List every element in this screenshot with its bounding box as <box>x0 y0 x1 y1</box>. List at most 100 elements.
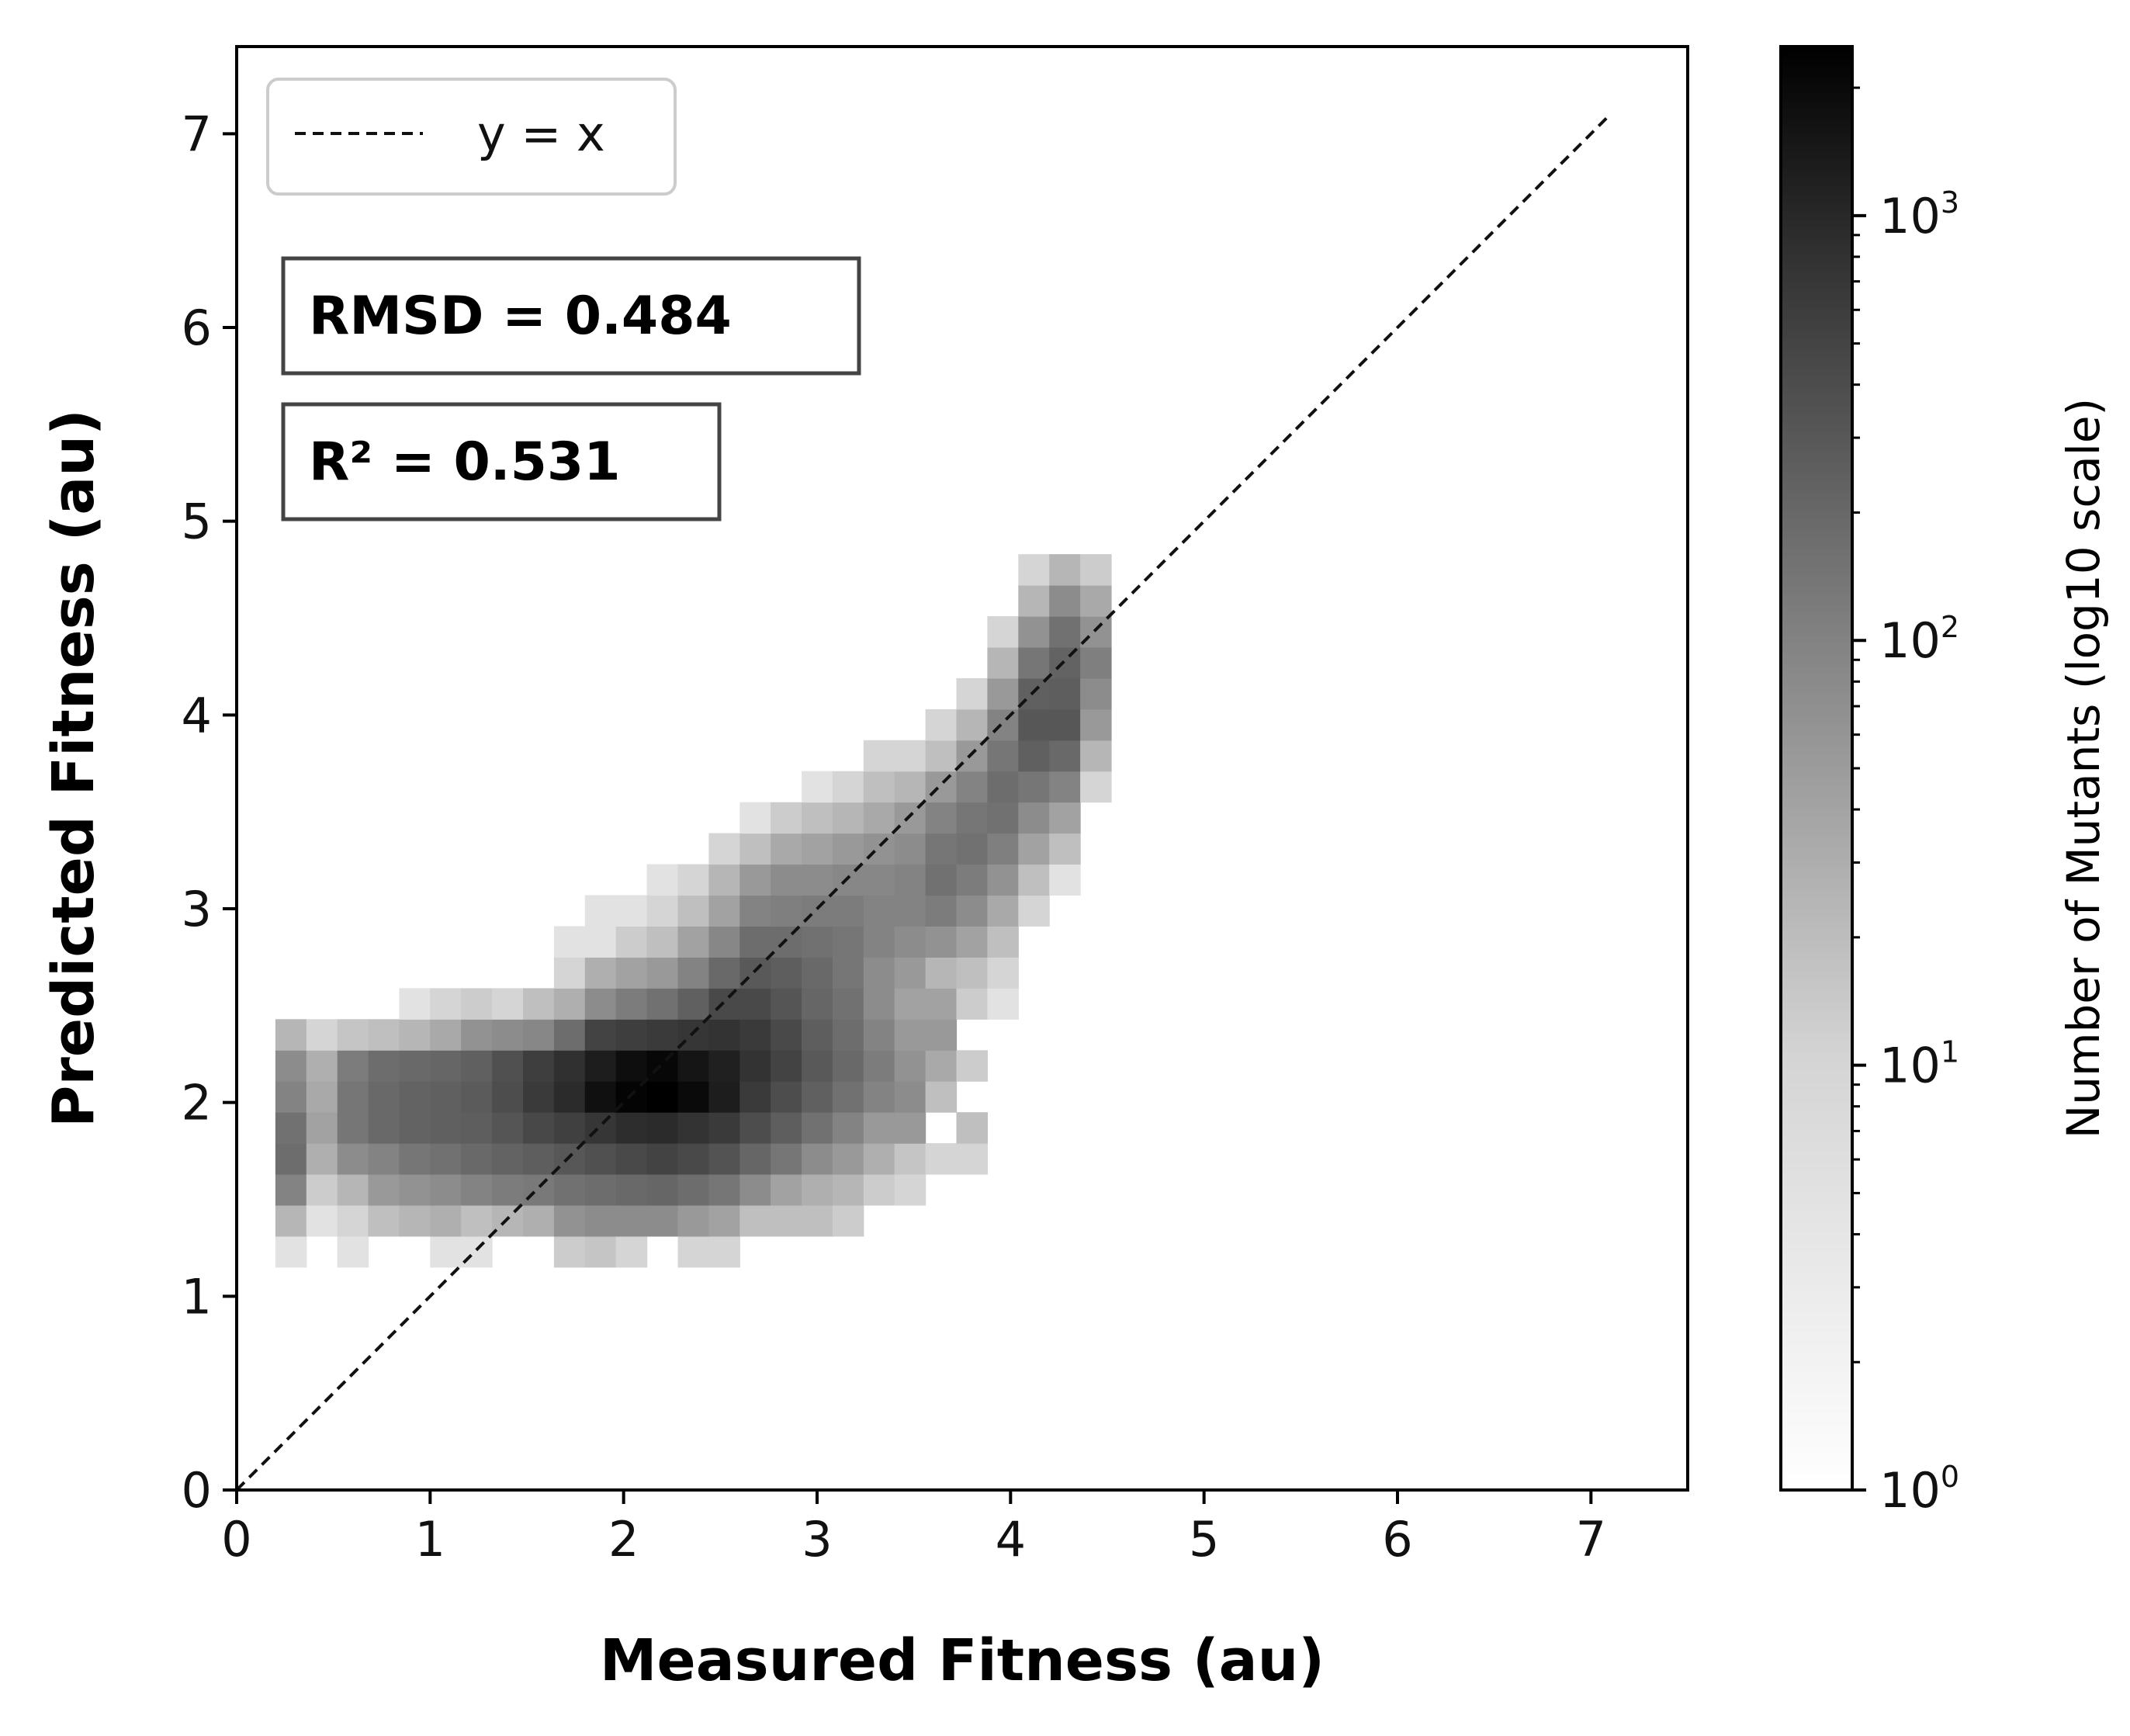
heatmap-cell <box>925 1050 958 1082</box>
heatmap-cell <box>337 1174 369 1206</box>
heatmap-cell <box>523 1143 555 1175</box>
heatmap-cell <box>461 1174 493 1206</box>
heatmap-cell <box>925 988 958 1020</box>
heatmap-cell <box>1018 895 1050 927</box>
heatmap-cell <box>461 1019 493 1051</box>
heatmap-cell <box>492 1019 524 1051</box>
heatmap-cell <box>987 802 1019 834</box>
heatmap-cell <box>615 1081 648 1113</box>
heatmap-cell <box>894 1174 926 1206</box>
heatmap-cell <box>863 1174 895 1206</box>
rmsd-annotation: RMSD = 0.484 <box>281 256 861 376</box>
x-tick-label: 7 <box>1576 1511 1606 1568</box>
heatmap-cell <box>646 1050 679 1082</box>
heatmap-cell <box>832 1143 864 1175</box>
heatmap-cell <box>677 1235 709 1268</box>
heatmap-cell <box>1018 616 1050 648</box>
heatmap-cell <box>646 926 679 958</box>
heatmap-cell <box>337 1235 369 1268</box>
heatmap-cell <box>1080 740 1112 772</box>
heatmap-cell <box>584 1205 617 1237</box>
heatmap-cell <box>832 1081 864 1113</box>
heatmap-cell <box>677 895 709 927</box>
heatmap-cell <box>615 957 648 989</box>
heatmap-cell <box>461 1050 493 1082</box>
heatmap-cell <box>1018 647 1050 679</box>
heatmap-cell <box>987 771 1019 803</box>
heatmap-cell <box>275 1235 307 1268</box>
heatmap-cell <box>1049 740 1081 772</box>
y-tick-label: 5 <box>182 494 212 550</box>
heatmap-cell <box>925 740 958 772</box>
heatmap-cell <box>739 1050 771 1082</box>
heatmap-cell <box>368 1081 400 1113</box>
colorbar-ticks: 100 101 102 103 <box>1852 86 1959 1519</box>
heatmap-cell <box>1049 864 1081 896</box>
heatmap-cell <box>337 1205 369 1237</box>
heatmap-cell <box>739 1205 771 1237</box>
heatmap-cell <box>987 926 1019 958</box>
heatmap-cell <box>615 988 648 1020</box>
heatmap-cell <box>832 771 864 803</box>
heatmap-cell <box>584 1143 617 1175</box>
heatmap-cell <box>523 988 555 1020</box>
heatmap-cell <box>584 895 617 927</box>
heatmap-cell <box>956 988 988 1020</box>
heatmap-cell <box>615 1112 648 1144</box>
heatmap-cell <box>430 1174 462 1206</box>
heatmap-cell <box>492 1050 524 1082</box>
heatmap-cell <box>802 1205 833 1237</box>
heatmap-cell <box>987 957 1019 989</box>
heatmap-cell <box>894 957 926 989</box>
heatmap-cell <box>1018 554 1050 586</box>
colorbar-tick-label: 100 <box>1879 1460 1959 1519</box>
x-tick-label: 6 <box>1382 1511 1412 1568</box>
heatmap-cell <box>306 1019 338 1051</box>
heatmap-cell <box>771 802 802 834</box>
heatmap-cell <box>584 988 617 1020</box>
heatmap-cell <box>1018 771 1050 803</box>
heatmap-cell <box>956 1050 988 1082</box>
heatmap-cell <box>832 926 864 958</box>
heatmap-cell <box>956 1143 988 1175</box>
heatmap-cell <box>677 1143 709 1175</box>
heatmap-cell <box>492 1174 524 1206</box>
heatmap-cell <box>306 1174 338 1206</box>
heatmap-cell <box>1080 647 1112 679</box>
heatmap-cell <box>863 1112 895 1144</box>
heatmap-cell <box>832 1019 864 1051</box>
heatmap-cell <box>863 833 895 865</box>
heatmap-cell <box>1049 585 1081 617</box>
heatmap-cell <box>925 864 958 896</box>
r2-text: R² = 0.531 <box>309 431 621 493</box>
heatmap-cell <box>1018 585 1050 617</box>
heatmap-cell <box>894 988 926 1020</box>
heatmap-cell <box>677 1174 709 1206</box>
heatmap-cell <box>739 895 771 927</box>
heatmap-cell <box>832 957 864 989</box>
heatmap-cell <box>677 957 709 989</box>
heatmap-cell <box>894 926 926 958</box>
x-tick-label: 2 <box>608 1511 639 1568</box>
heatmap-cell <box>1080 554 1112 586</box>
heatmap-cell <box>430 1019 462 1051</box>
heatmap-cell <box>677 1050 709 1082</box>
heatmap-cell <box>399 1019 431 1051</box>
heatmap-cell <box>430 1143 462 1175</box>
heatmap-cell <box>1049 616 1081 648</box>
heatmap-cell <box>956 895 988 927</box>
heatmap-cell <box>956 833 988 865</box>
y-axis: 0 1 2 3 4 5 6 7 <box>182 106 237 1519</box>
heatmap-cell <box>832 1205 864 1237</box>
heatmap-cell <box>863 864 895 896</box>
rmsd-box <box>281 256 861 376</box>
heatmap-cell <box>399 1143 431 1175</box>
heatmap-cell <box>739 1019 771 1051</box>
heatmap-cell <box>1049 709 1081 741</box>
heatmap-cell <box>802 926 833 958</box>
heatmap-cell <box>399 1050 431 1082</box>
heatmap-cell <box>1018 864 1050 896</box>
heatmap-cell <box>275 1050 307 1082</box>
heatmap-cell <box>771 833 802 865</box>
heatmap-cell <box>430 1235 462 1268</box>
